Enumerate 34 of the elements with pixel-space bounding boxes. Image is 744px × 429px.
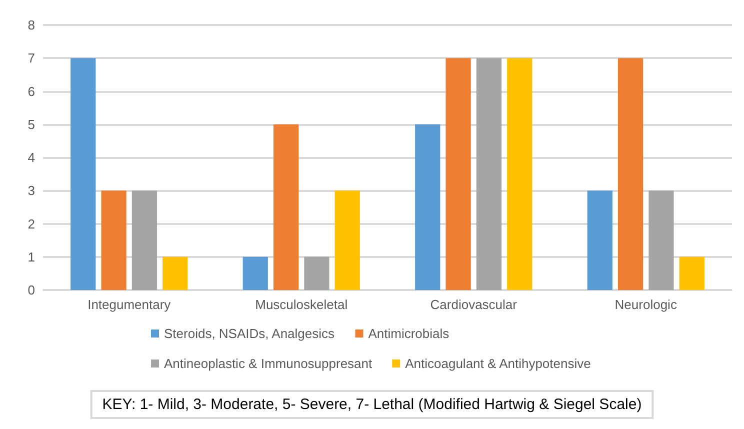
bar (273, 124, 299, 290)
bar (618, 58, 644, 290)
legend-label: Antimicrobials (368, 326, 450, 341)
bar (476, 58, 502, 290)
y-tick-label: 3 (28, 183, 35, 198)
legend-label: Antineoplastic & Immunosuppresant (164, 356, 372, 371)
bar (101, 190, 126, 290)
y-tick-label: 4 (28, 150, 35, 165)
bar (446, 58, 471, 290)
bar (415, 124, 440, 290)
y-tick-label: 1 (28, 249, 35, 264)
y-tick-label: 0 (28, 282, 35, 298)
x-tick-label: Neurologic (614, 297, 678, 312)
x-tick-label: Cardiovascular (430, 297, 518, 312)
y-tick-label: 2 (28, 216, 35, 232)
bar (507, 58, 532, 290)
bar (648, 190, 674, 290)
bar (132, 190, 158, 290)
x-tick-label: Integumentary (88, 297, 172, 312)
y-tick-label: 6 (28, 84, 35, 99)
bar (304, 256, 330, 290)
bar (334, 190, 360, 290)
bar (242, 256, 268, 290)
legend-label: Steroids, NSAIDs, Analgesics (164, 326, 336, 341)
y-tick-label: 8 (28, 18, 35, 32)
y-tick-label: 7 (28, 50, 35, 66)
text: KEY: 1- Mild, 3- Moderate, 5- Severe, 7- Lethal (Modified Hartwig & Siegel Scale) (102, 396, 642, 413)
bar (70, 58, 96, 290)
y-tick-label: 5 (28, 116, 35, 132)
bar (587, 190, 612, 290)
legend-label: Anticoagulant & Antihypotensive (405, 356, 591, 371)
bar (162, 256, 188, 290)
x-tick-label: Musculoskeletal (255, 297, 348, 312)
bar (679, 256, 704, 290)
